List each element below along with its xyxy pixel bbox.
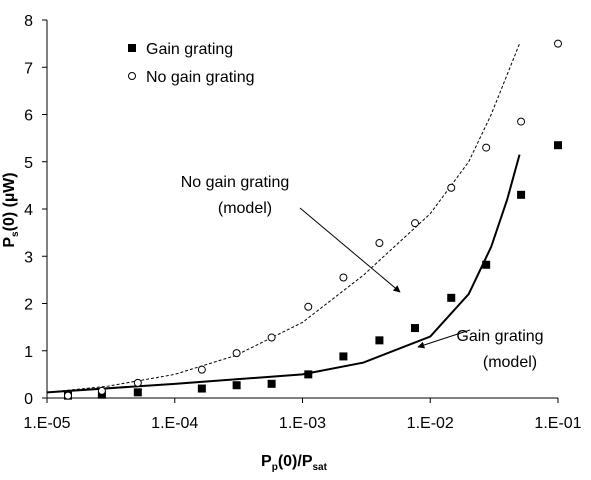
y-tick-label: 5 [24,155,33,172]
point [554,39,562,48]
point [482,260,491,269]
point [197,384,206,393]
x-tick-label: 1.E-03 [279,415,326,432]
x-tick-label: 1.E-04 [151,415,198,432]
annotation-arrow [417,329,471,349]
x-title-sub: sat [313,462,328,473]
y-axis-title: Ps(0) (µW) [1,172,21,247]
annotation-arrow [299,207,401,293]
point [97,386,106,395]
y-tick-label: 0 [24,391,33,408]
y-tick-label: 8 [24,13,33,30]
point [197,365,206,374]
point [554,141,562,150]
point [447,293,456,302]
point [517,190,526,199]
point [411,219,420,228]
model-line [46,43,521,393]
point [375,336,384,345]
point [482,143,491,152]
y-tick-label: 3 [24,249,33,266]
point [339,273,348,282]
y-tick-label: 2 [24,297,33,314]
x-title-sub: p [272,462,278,473]
point [304,370,313,379]
x-tick-label: 1.E-01 [534,415,581,432]
point [411,324,420,333]
point [267,333,276,342]
y-title-part: (0) (µW) [1,172,18,231]
annotation: (model) [218,200,272,217]
x-title-part: P [261,453,272,470]
x-tick-label: 1.E-02 [407,415,454,432]
annotation: No gain grating [181,174,290,191]
y-tick-label: 4 [24,202,33,219]
legend-marker [128,44,136,52]
point [304,302,313,311]
y-title-sub: s [10,231,21,237]
y-tick-label: 1 [24,344,33,361]
annotation: (model) [483,354,537,371]
y-tick-label: 7 [24,60,33,77]
x-axis-title: Pp(0)/Psat [261,453,328,473]
annotation: Gain grating [456,328,543,345]
point [232,381,241,390]
point [63,391,72,400]
legend-label: Gain grating [146,41,233,58]
point [232,349,241,358]
point [133,378,142,387]
point [267,379,276,388]
point [517,117,526,126]
point [447,183,456,192]
legend-marker [128,72,136,80]
x-title-part: (0)/P [278,453,313,470]
x-tick-label: 1.E-05 [23,415,70,432]
point [339,352,348,361]
point [133,388,142,397]
model-line [46,154,521,394]
legend-label: No gain grating [146,69,255,86]
y-title-part: P [1,237,18,248]
point [375,239,384,248]
y-tick-label: 6 [24,108,33,125]
